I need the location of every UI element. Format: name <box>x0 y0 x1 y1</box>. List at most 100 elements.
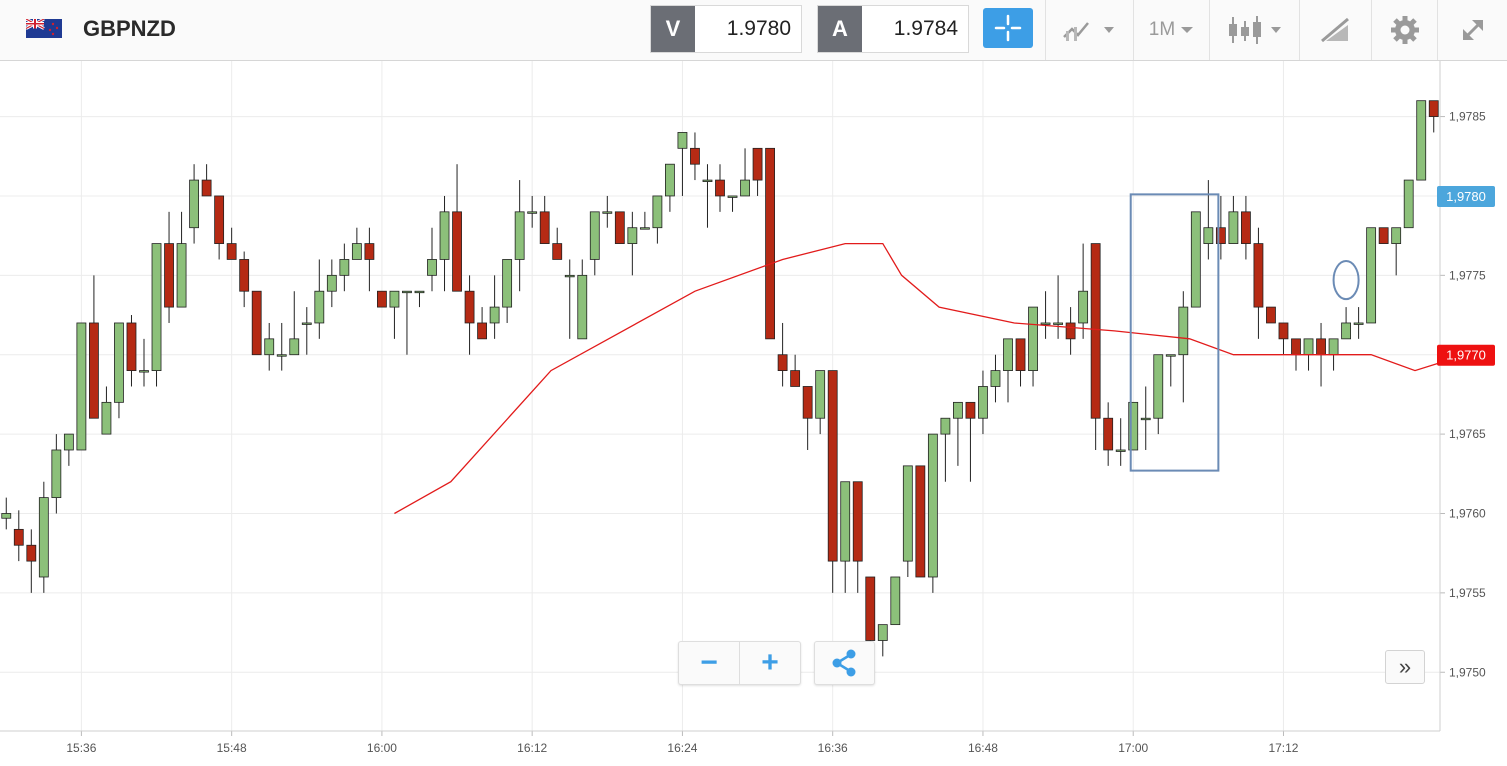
candle-down <box>1291 338 1301 356</box>
candle-down <box>965 401 976 419</box>
candle-down <box>377 290 387 308</box>
settings-button[interactable] <box>1371 0 1438 60</box>
candle-down <box>477 322 487 340</box>
candle-up <box>890 576 901 626</box>
share-button[interactable] <box>814 641 875 685</box>
candle-down <box>126 322 137 371</box>
candle-down <box>26 544 37 562</box>
share-icon <box>832 649 856 677</box>
candle-up <box>589 211 600 260</box>
candle-up <box>1391 227 1402 244</box>
candle-up <box>639 227 650 230</box>
candle-down <box>201 179 212 197</box>
timeframe-dropdown[interactable]: 1M <box>1133 0 1210 60</box>
candle-down <box>1215 227 1226 244</box>
candle-up <box>564 274 575 278</box>
candle-up <box>677 132 688 149</box>
expand-icon <box>1462 19 1484 41</box>
timeframe-label: 1M <box>1148 19 1176 40</box>
candle-up <box>1228 211 1239 244</box>
candle-up <box>1115 449 1126 452</box>
candle-down <box>1253 243 1264 308</box>
candle-up <box>314 290 325 324</box>
x-tick-label: 17:12 <box>1268 741 1298 755</box>
y-tick-label: 1,9760 <box>1449 506 1486 520</box>
candle-up <box>840 481 851 562</box>
candle-up <box>189 179 199 229</box>
candle-up <box>1003 338 1013 371</box>
candle-up <box>276 354 287 357</box>
candle-down <box>690 147 700 165</box>
annotation-rectangle <box>1129 193 1220 472</box>
candle-down <box>865 576 876 641</box>
candle-up <box>702 179 713 182</box>
candle-up <box>902 465 913 562</box>
candle-down <box>1316 338 1326 356</box>
candle-down <box>1266 306 1276 324</box>
candle-up <box>665 163 675 197</box>
chevron-down-icon <box>1181 27 1194 33</box>
candle-up <box>1153 354 1164 419</box>
candle-down <box>765 147 775 340</box>
price-label-bg <box>1437 185 1495 207</box>
candle-down <box>552 243 563 260</box>
drawing-tools-button[interactable] <box>1299 0 1372 60</box>
candle-down <box>752 147 763 181</box>
candle-down <box>226 243 237 260</box>
candle-up <box>1128 401 1139 451</box>
candle-down <box>452 211 462 292</box>
price-label: 1,9770 <box>1446 348 1486 363</box>
chart-type-button[interactable] <box>1209 0 1300 60</box>
candle-down <box>715 179 725 197</box>
candle-up <box>627 227 638 244</box>
candle-down <box>614 211 625 244</box>
candle-up <box>1341 322 1351 340</box>
candle-up <box>38 497 49 578</box>
buy-tag: A <box>818 6 862 52</box>
candle-down <box>164 243 174 308</box>
y-tick-label: 1,9765 <box>1449 427 1486 441</box>
price-label-bg <box>1437 344 1495 366</box>
candle-down <box>827 370 838 562</box>
candle-up <box>1 513 12 519</box>
candle-up <box>139 370 149 373</box>
y-tick-label: 1,9775 <box>1449 268 1486 282</box>
candle-down <box>1428 100 1439 117</box>
zoom-in-button[interactable]: + <box>761 646 779 679</box>
candle-down <box>1015 338 1026 371</box>
expand-button[interactable] <box>1437 0 1507 60</box>
candle-up <box>577 274 588 340</box>
gear-icon <box>1391 16 1419 44</box>
candle-down <box>802 386 813 419</box>
crosshair-button[interactable] <box>983 8 1033 48</box>
candle-up <box>176 243 187 308</box>
candle-up <box>301 322 312 325</box>
candle-up <box>1203 227 1214 244</box>
candle-up <box>326 274 337 292</box>
candle-up <box>1053 322 1063 325</box>
scroll-right-button[interactable]: » <box>1385 650 1425 684</box>
candle-up <box>63 433 74 451</box>
candle-down <box>364 243 375 260</box>
candle-down <box>1090 243 1101 419</box>
candle-up <box>1078 290 1089 324</box>
candle-up <box>264 338 275 356</box>
candle-down <box>915 465 926 578</box>
sell-quote[interactable]: V 1.9780 <box>650 5 802 53</box>
buy-quote[interactable]: A 1.9784 <box>817 5 969 53</box>
indicators-button[interactable] <box>1045 0 1134 60</box>
candle-up <box>439 211 450 260</box>
zoom-out-button[interactable]: − <box>679 642 740 684</box>
plot-area <box>0 61 1440 731</box>
candle-up <box>1178 306 1189 356</box>
candlestick-icon <box>1229 16 1281 44</box>
candle-up <box>1165 354 1176 357</box>
price-chart[interactable]: 1,9785 1,9780 1,9775 1,9770 1,9765 1,9760 1,97… <box>0 61 1507 766</box>
candle-up <box>990 370 1001 387</box>
drawing-icon <box>1321 17 1349 43</box>
candle-down <box>251 290 262 356</box>
x-tick-label: 16:24 <box>667 741 697 755</box>
sell-tag: V <box>651 6 695 52</box>
candle-up <box>1416 100 1427 181</box>
candle-up <box>151 243 162 371</box>
